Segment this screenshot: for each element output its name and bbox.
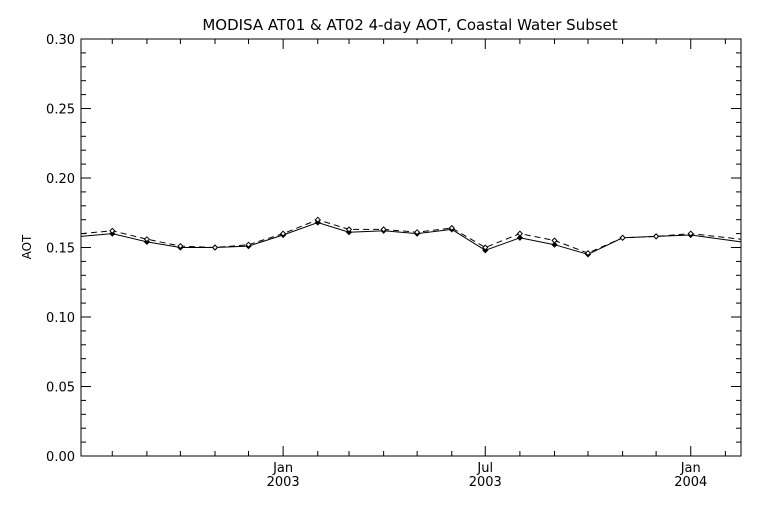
y-tick-label: 0.05 bbox=[46, 381, 75, 396]
series-2-point bbox=[245, 241, 252, 248]
series-2-point bbox=[584, 249, 592, 257]
x-tick-label-year: 2003 bbox=[469, 475, 502, 490]
x-tick-label-month: Jul bbox=[476, 461, 493, 476]
series-group bbox=[80, 216, 742, 258]
series-2-point bbox=[314, 216, 321, 223]
x-tick-label-month: Jan bbox=[680, 461, 701, 476]
series-1-point bbox=[551, 241, 558, 248]
series-2-point bbox=[652, 233, 660, 240]
y-tick-label: 0.30 bbox=[46, 33, 75, 48]
series-2-point bbox=[448, 224, 455, 232]
series-2-point bbox=[551, 237, 558, 244]
x-tick-label-month: Jan bbox=[272, 461, 293, 476]
y-axis: 0.00 0.05 0.10 0.15 0.20 0.25 0.30 bbox=[46, 33, 741, 465]
chart-title: MODISA AT01 & AT02 4-day AOT, Coastal Wa… bbox=[202, 16, 617, 34]
y-tick-label: 0.00 bbox=[46, 450, 75, 465]
series-2-point bbox=[516, 230, 524, 237]
y-tick-label: 0.25 bbox=[46, 103, 75, 118]
series-line-1-solid bbox=[80, 221, 742, 255]
series-2-point bbox=[413, 229, 421, 236]
series-2-point bbox=[109, 227, 116, 234]
y-tick-label: 0.15 bbox=[46, 242, 75, 257]
series-2-point bbox=[482, 244, 489, 251]
series-2-point bbox=[177, 242, 184, 250]
series-2-point bbox=[211, 244, 219, 251]
y-axis-label: AOT bbox=[20, 234, 34, 259]
series-2-point bbox=[380, 226, 387, 233]
y-tick-label: 0.20 bbox=[46, 172, 75, 187]
y-tick-label: 0.10 bbox=[46, 311, 75, 326]
x-tick-label-year: 2004 bbox=[674, 475, 707, 490]
x-tick-label-year: 2003 bbox=[267, 475, 300, 490]
series-2-point bbox=[143, 236, 151, 243]
series-2-point bbox=[619, 234, 626, 241]
series-2-point bbox=[687, 230, 694, 237]
series-2-point bbox=[279, 230, 287, 237]
series-1-point bbox=[516, 234, 524, 241]
series-2-point bbox=[345, 226, 353, 233]
